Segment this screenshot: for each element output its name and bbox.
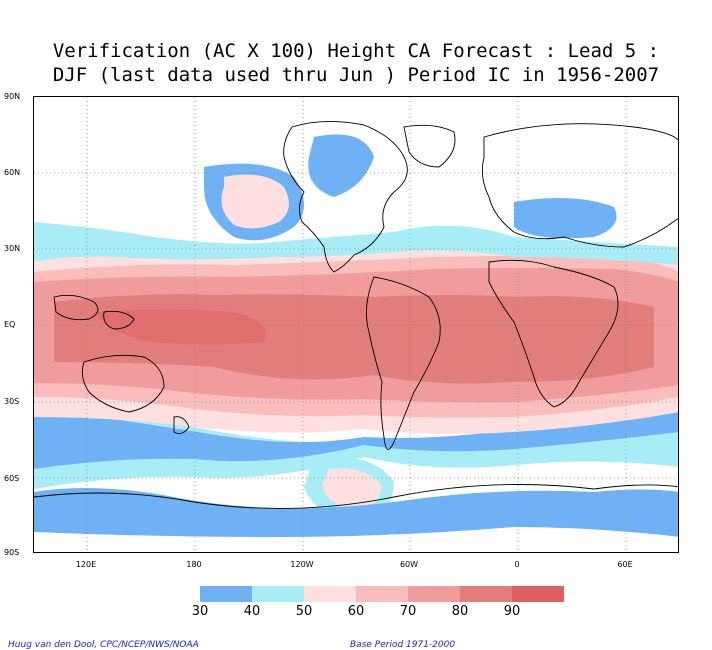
- shade-blob-antarctic: [34, 488, 678, 537]
- lat-label-90s: 90S: [4, 548, 20, 557]
- coastline-icon: [34, 120, 678, 509]
- lat-label-30n: 30N: [4, 244, 21, 253]
- map-title-line-1: Verification (AC X 100) Height CA Foreca…: [52, 40, 660, 62]
- legend-swatch-60: [356, 586, 408, 602]
- legend-label-30: 30: [191, 604, 209, 619]
- legend-label-50: 50: [295, 604, 313, 619]
- lat-label-eq: EQ: [4, 320, 16, 329]
- lat-label-30s: 30S: [4, 397, 20, 406]
- legend-label-60: 60: [347, 604, 365, 619]
- lat-label-90n: 90N: [4, 92, 21, 101]
- lon-label-0: 0: [514, 560, 520, 569]
- legend-swatch-40: [252, 586, 304, 602]
- legend-label-70: 70: [399, 604, 417, 619]
- map-canvas: [34, 97, 678, 552]
- shade-blob-eurasia: [514, 198, 617, 239]
- shade-blob-north-atlantic: [308, 134, 374, 197]
- legend-swatch-30: [200, 586, 252, 602]
- shade-blob-north-tropic-rim: [34, 222, 678, 265]
- legend-label-40: 40: [243, 604, 261, 619]
- legend-swatch-90: [512, 586, 564, 602]
- legend-swatch-50: [304, 586, 356, 602]
- shade-band-tropic-90: [94, 309, 266, 345]
- graticule: [34, 97, 678, 552]
- lon-label-120e: 120E: [75, 560, 97, 569]
- lat-label-60s: 60S: [4, 474, 20, 483]
- legend-label-80: 80: [451, 604, 469, 619]
- lon-label-180: 180: [186, 560, 202, 569]
- lon-label-120w: 120W: [290, 560, 314, 569]
- shade-blob-south-pacific-inner: [322, 468, 382, 511]
- shade-blob-north-pacific-inner: [221, 174, 289, 229]
- map-frame: [33, 96, 679, 553]
- legend-swatch-80: [460, 586, 512, 602]
- shade-band-south-inner: [34, 402, 678, 469]
- legend-label-90: 90: [503, 604, 521, 619]
- legend-swatch-70: [408, 586, 460, 602]
- lon-label-60w: 60W: [399, 560, 419, 569]
- lon-label-60e: 60E: [617, 560, 633, 569]
- map-title-line-2: DJF (last data used thru Jun ) Period IC…: [52, 64, 660, 86]
- lat-label-60n: 60N: [4, 168, 21, 177]
- footer-credit: Huug van den Dool, CPC/NCEP/NWS/NOAA: [8, 640, 199, 650]
- footer-base-period: Base Period 1971-2000: [350, 640, 456, 650]
- correlation-shading: [34, 134, 678, 537]
